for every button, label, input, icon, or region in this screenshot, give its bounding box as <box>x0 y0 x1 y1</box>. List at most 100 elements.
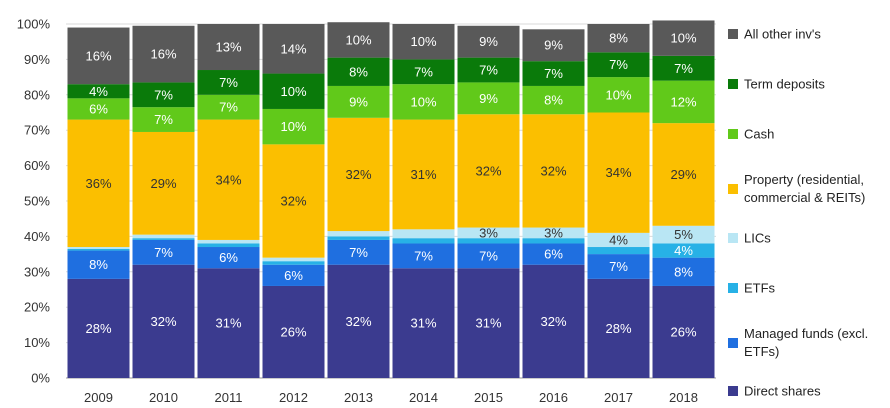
data-label: 8% <box>349 64 368 79</box>
bar-segment <box>132 239 195 265</box>
legend-label: Managed funds (excl. ETFs) <box>744 326 868 359</box>
bar-segment <box>327 117 390 232</box>
y-tick-label: 80% <box>24 87 50 102</box>
bar-segment <box>522 61 585 86</box>
bar-segment <box>132 264 195 378</box>
bar-segment <box>132 82 195 108</box>
data-label: 29% <box>150 176 176 191</box>
data-label: 7% <box>219 100 238 115</box>
data-label: 32% <box>280 194 306 209</box>
bar-segment <box>67 84 130 99</box>
data-label: 8% <box>674 264 693 279</box>
legend-label: All other inv's <box>744 27 821 42</box>
x-tick-label: 2013 <box>344 390 373 405</box>
bar-segment <box>457 57 520 83</box>
legend-label: Direct shares <box>744 384 821 399</box>
bar-segment <box>262 73 325 109</box>
data-label: 7% <box>414 64 433 79</box>
data-label: 12% <box>670 94 696 109</box>
data-label: 10% <box>670 31 696 46</box>
bar-segment <box>67 248 130 251</box>
bar-segment <box>652 20 715 56</box>
bar-segment <box>457 243 520 269</box>
data-label: 34% <box>215 172 241 187</box>
bar-segment <box>457 25 520 58</box>
bar-segment <box>197 243 260 248</box>
bar-segment <box>132 238 195 240</box>
bar-segment <box>587 77 650 113</box>
data-label: 5% <box>674 227 693 242</box>
x-tick-label: 2010 <box>149 390 178 405</box>
bar-segment <box>522 85 585 115</box>
x-tick-label: 2009 <box>84 390 113 405</box>
data-label: 9% <box>479 91 498 106</box>
data-label: 8% <box>609 31 628 46</box>
bar-2013: 32% 7% 32% 9% 8% 10% <box>327 22 390 378</box>
data-label: 9% <box>544 38 563 53</box>
legend-label: Term deposits <box>744 77 825 92</box>
y-tick-label: 40% <box>24 229 50 244</box>
data-label: 16% <box>150 47 176 62</box>
bar-segment <box>392 243 455 269</box>
bar-segment <box>457 268 520 378</box>
bar-2016: 32% 6% 3% 32% 8% 7% 9% <box>522 29 585 378</box>
data-label: 7% <box>154 112 173 127</box>
data-label: 32% <box>345 314 371 329</box>
bar-segment <box>587 24 650 53</box>
bar-segment <box>457 238 520 244</box>
data-label: 32% <box>150 314 176 329</box>
bar-segment <box>327 236 390 240</box>
data-label: 31% <box>475 316 501 331</box>
data-label: 10% <box>410 94 436 109</box>
x-tick-label: 2017 <box>604 390 633 405</box>
y-tick-label: 100% <box>17 17 51 32</box>
data-label: 6% <box>219 250 238 265</box>
legend-entry: ETFs <box>728 281 776 296</box>
data-label: 8% <box>544 93 563 108</box>
data-label: 10% <box>410 34 436 49</box>
bar-segment <box>587 112 650 233</box>
bar-segment <box>587 278 650 378</box>
bar-segment <box>197 70 260 95</box>
legend-label: Cash <box>744 127 774 142</box>
bar-segment <box>327 239 390 265</box>
data-label: 8% <box>89 257 108 272</box>
x-tick-label: 2014 <box>409 390 438 405</box>
data-label: 7% <box>349 245 368 260</box>
bar-segment <box>392 59 455 85</box>
bar-segment <box>522 227 585 239</box>
data-label: 31% <box>410 167 436 182</box>
bar-segment <box>262 257 325 262</box>
bar-segment <box>262 285 325 378</box>
legend-swatch <box>728 233 738 243</box>
data-label: 29% <box>670 167 696 182</box>
data-label: 3% <box>479 225 498 240</box>
bar-2011: 31% 6% 34% 7% 7% 13% <box>197 24 260 378</box>
data-label: 4% <box>674 243 693 258</box>
bar-segment <box>587 52 650 78</box>
bar-segment <box>652 285 715 378</box>
legend-entry: Term deposits <box>728 77 825 92</box>
bar-segment <box>262 108 325 145</box>
data-label: 10% <box>605 87 631 102</box>
bar-2010: 32% 7% 29% 7% 7% 16% <box>132 25 195 378</box>
legend-swatch <box>728 386 738 396</box>
data-label: 26% <box>670 324 696 339</box>
data-label: 4% <box>89 84 108 99</box>
legend-swatch <box>728 79 738 89</box>
data-label: 36% <box>85 176 111 191</box>
legend-entry: Property (residential, commercial & REITs… <box>728 172 865 205</box>
bar-segment <box>392 84 455 120</box>
bar-segment <box>457 82 520 115</box>
data-label: 26% <box>280 324 306 339</box>
data-label: 7% <box>544 66 563 81</box>
bar-segment <box>67 98 130 120</box>
data-label: 7% <box>674 61 693 76</box>
legend-swatch <box>728 184 738 194</box>
bars: 28% 8% 36% 6% 4% 16% 32% 7% 29% 7% 7% 16% 31% 6% 34% 7%… <box>67 20 715 378</box>
bar-segment <box>392 119 455 230</box>
data-label: 4% <box>609 232 628 247</box>
bar-2015: 31% 7% 3% 32% 9% 7% 9% <box>457 25 520 378</box>
data-label: 7% <box>219 75 238 90</box>
legend-swatch <box>728 338 738 348</box>
